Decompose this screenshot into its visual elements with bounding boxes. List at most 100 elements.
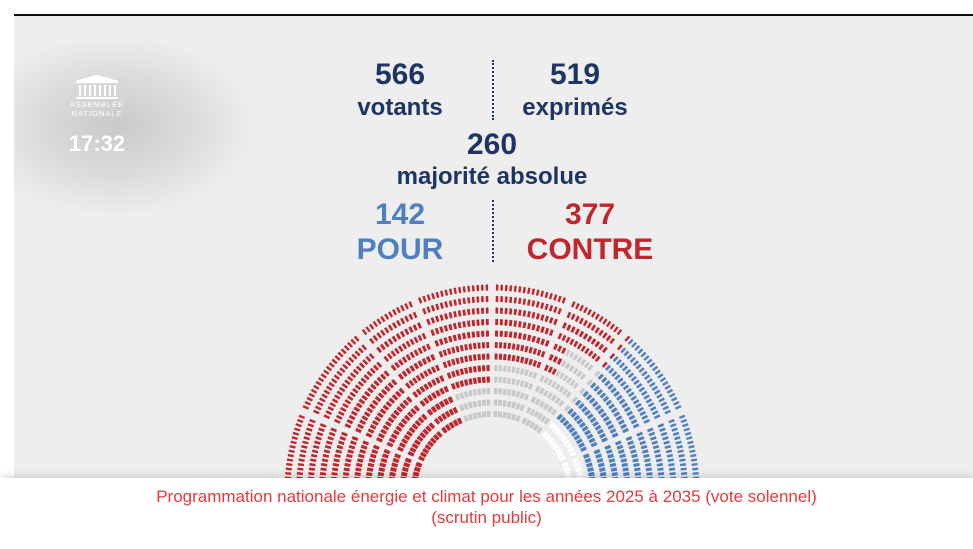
seat [568, 351, 575, 359]
seat [651, 410, 659, 416]
seat [384, 385, 391, 392]
seat [622, 467, 629, 472]
seat [455, 357, 460, 365]
seat [395, 425, 403, 432]
seat [540, 350, 546, 358]
seat [355, 365, 362, 372]
seat [351, 353, 358, 360]
seat [641, 449, 649, 454]
seat [404, 315, 410, 323]
seat [448, 300, 453, 307]
divider-top [492, 60, 494, 120]
seat [520, 356, 525, 364]
seat [350, 440, 357, 446]
seat [662, 405, 669, 411]
seat [531, 300, 536, 307]
seat [376, 332, 382, 339]
seat [515, 402, 521, 410]
seat [548, 422, 556, 430]
seat [434, 340, 440, 347]
seat [572, 457, 580, 464]
seat [621, 462, 629, 468]
seat [579, 304, 584, 312]
seat [383, 448, 391, 455]
seat [638, 386, 645, 393]
seat [323, 414, 331, 420]
seat [401, 356, 408, 364]
seat [417, 347, 423, 354]
seat [578, 330, 585, 338]
seat [543, 389, 549, 397]
seat [581, 425, 589, 432]
seat [596, 388, 604, 396]
seat [586, 413, 594, 420]
seat [548, 292, 553, 300]
vote-title-banner: Programmation nationale énergie et clima… [0, 478, 973, 549]
seat [397, 446, 404, 452]
seat [602, 332, 608, 339]
seat [408, 426, 416, 434]
contre-count: 377 [564, 198, 616, 231]
seat [412, 324, 418, 331]
seat [390, 364, 397, 371]
seat [331, 358, 338, 365]
seat [444, 313, 449, 320]
seat [402, 399, 410, 407]
seat [383, 355, 390, 363]
seat [331, 378, 338, 384]
seat [635, 402, 642, 409]
seat [296, 418, 304, 424]
seat [590, 324, 597, 331]
seat [315, 405, 322, 411]
seat [422, 295, 427, 303]
seat [515, 355, 520, 363]
seat [600, 412, 607, 419]
seat [376, 437, 383, 443]
seat [633, 462, 640, 467]
seat [559, 416, 567, 424]
seat [351, 436, 359, 442]
seat [557, 451, 564, 458]
seat [561, 334, 567, 342]
seat [423, 370, 429, 378]
seat [556, 358, 563, 365]
seat [376, 361, 383, 368]
seat [304, 431, 312, 436]
seat [372, 420, 379, 426]
seat [292, 431, 300, 436]
seat [425, 343, 431, 351]
seat [377, 412, 384, 419]
seat [347, 449, 354, 454]
seat [400, 317, 406, 325]
seat [655, 458, 663, 463]
seat [682, 423, 689, 428]
seat [405, 340, 411, 348]
seat [546, 392, 553, 400]
seat [384, 313, 390, 320]
seat [378, 467, 386, 472]
seat [587, 364, 594, 371]
seat [446, 360, 452, 367]
seat [320, 373, 327, 379]
seat [550, 394, 557, 402]
seat [357, 380, 364, 387]
seat [638, 367, 645, 373]
seat [380, 329, 386, 336]
seat [582, 319, 589, 327]
seat [575, 438, 583, 445]
seat [435, 377, 441, 384]
seat [551, 368, 557, 375]
seat [608, 458, 616, 463]
seat [653, 449, 661, 454]
seat [630, 449, 637, 454]
seat [459, 368, 465, 376]
seat [444, 424, 452, 432]
seat [400, 304, 405, 312]
seat [405, 354, 412, 361]
seat [435, 303, 440, 311]
seat [580, 345, 587, 352]
seat [540, 302, 545, 309]
seat [664, 384, 671, 390]
seat [435, 315, 440, 323]
seat [597, 408, 605, 415]
